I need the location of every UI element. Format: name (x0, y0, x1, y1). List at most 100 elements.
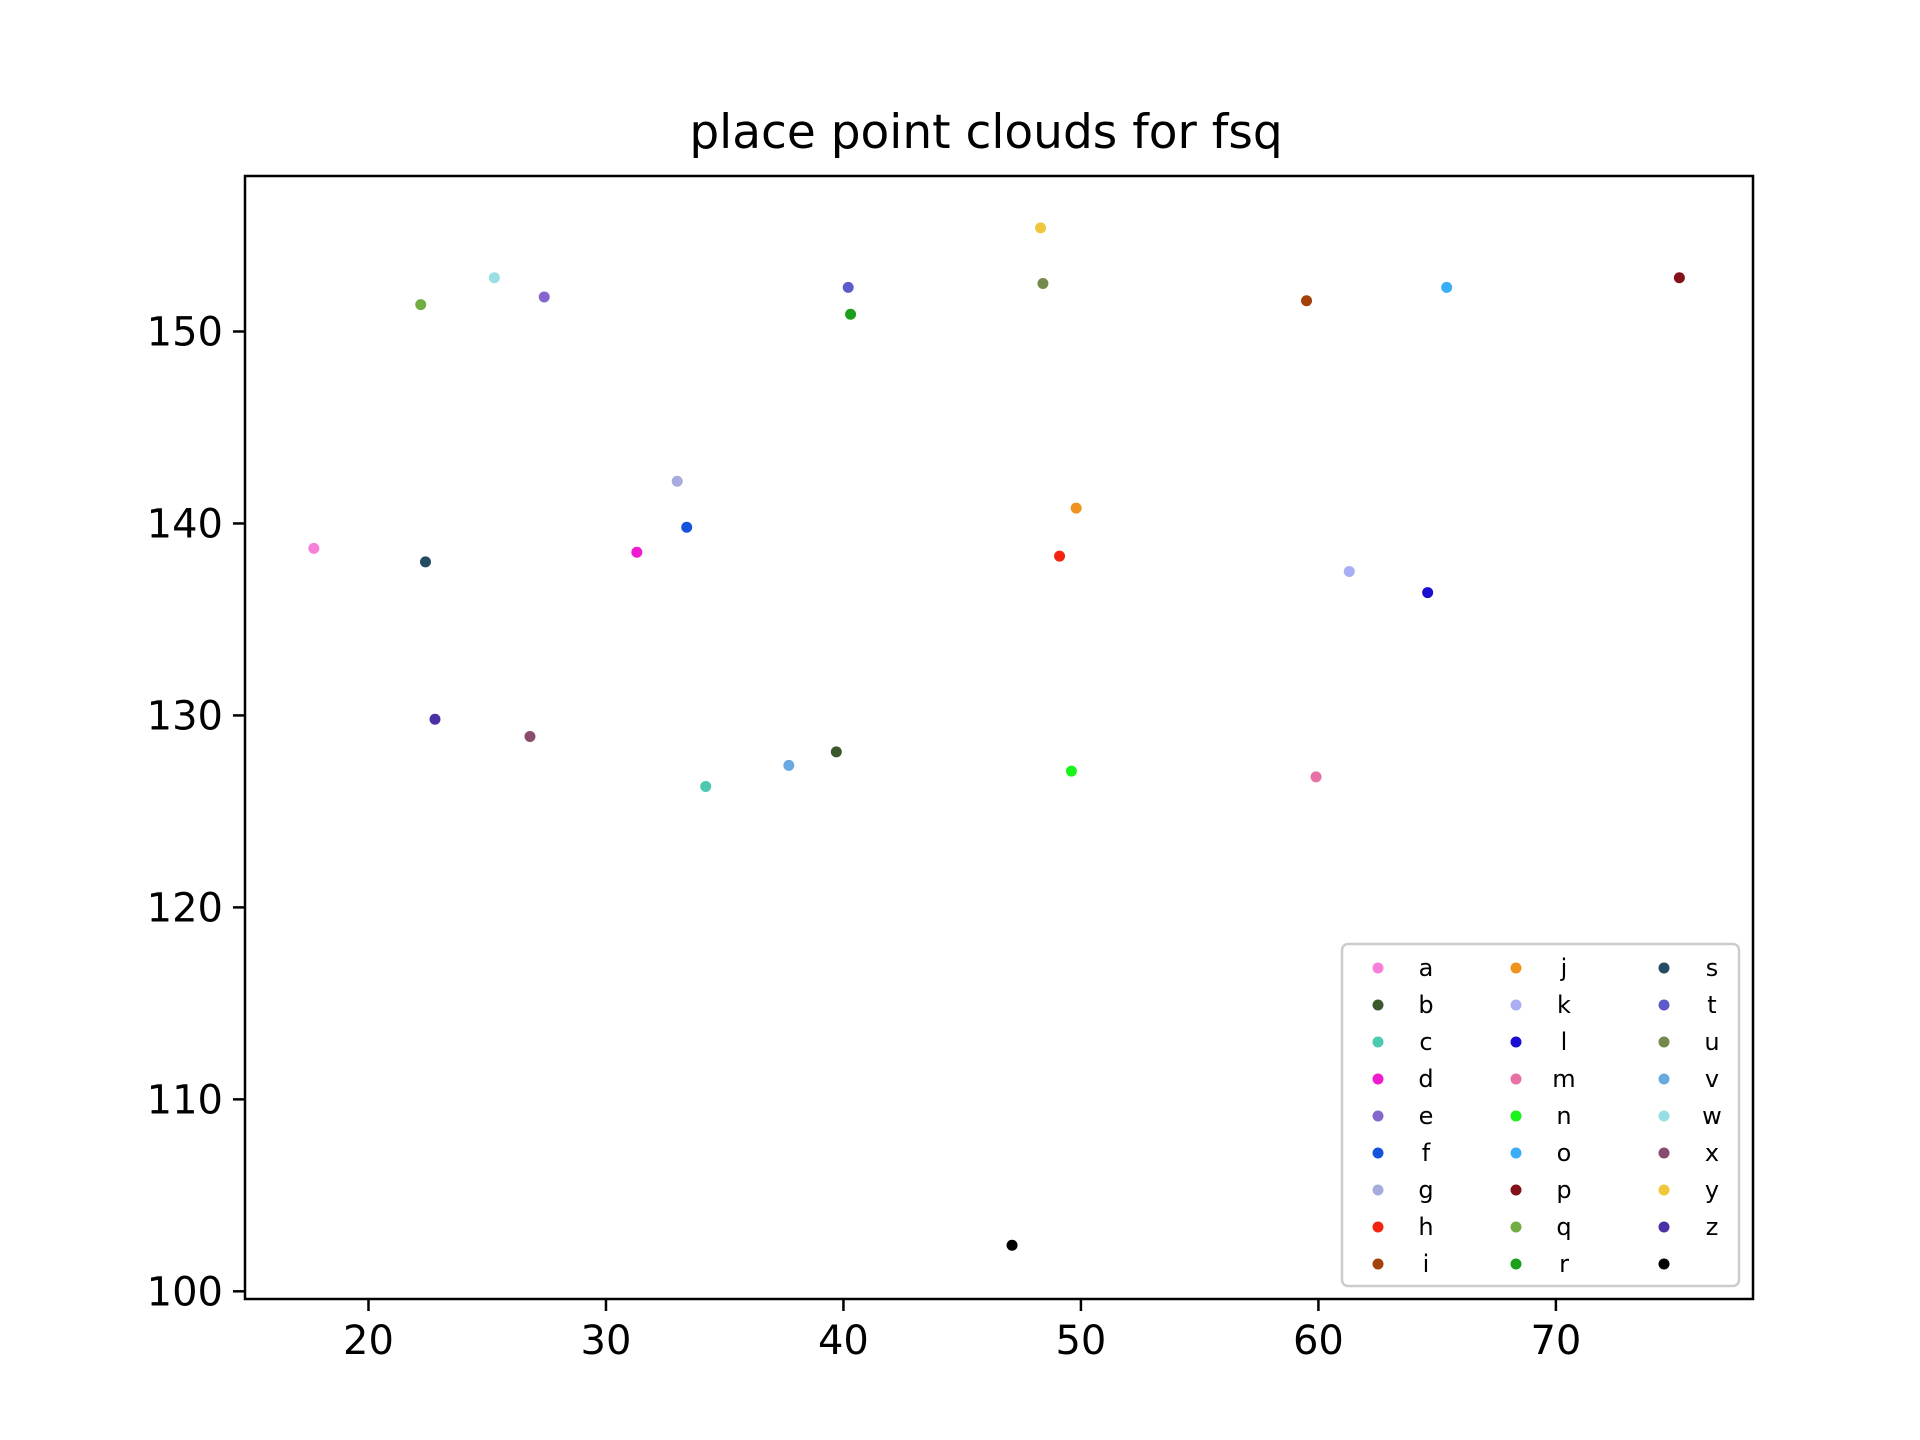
legend-marker (1372, 1110, 1384, 1122)
x-tick-label: 60 (1293, 1318, 1344, 1364)
data-point-unlabeled (1006, 1239, 1018, 1251)
data-point-s (419, 556, 431, 568)
y-tick-label: 130 (147, 693, 223, 739)
legend-label: u (1704, 1028, 1719, 1056)
legend-marker (1658, 1221, 1670, 1233)
legend-label: z (1706, 1213, 1719, 1241)
legend-label: s (1706, 954, 1719, 982)
y-tick-label: 140 (147, 501, 223, 547)
y-axis: 100 110 120 130 140 150 (147, 309, 245, 1315)
legend-label: a (1419, 954, 1434, 982)
legend-marker (1372, 962, 1384, 974)
legend-label: m (1552, 1065, 1575, 1093)
data-point-q (415, 299, 427, 311)
legend-label: e (1419, 1102, 1434, 1130)
legend-marker (1510, 962, 1522, 974)
data-point-c (700, 780, 712, 792)
legend-label: f (1422, 1139, 1431, 1167)
legend-marker (1372, 1036, 1384, 1048)
legend-marker (1510, 1036, 1522, 1048)
legend-marker (1510, 1110, 1522, 1122)
data-point-p (1673, 272, 1685, 284)
legend-label: x (1705, 1139, 1719, 1167)
legend-marker (1658, 1110, 1670, 1122)
data-point-o (1441, 281, 1453, 293)
legend-marker (1510, 1073, 1522, 1085)
legend-marker (1658, 1036, 1670, 1048)
data-point-e (538, 291, 550, 303)
legend-label: r (1559, 1250, 1569, 1278)
legend-marker (1658, 1073, 1670, 1085)
legend-box (1340, 942, 1741, 1288)
legend-marker (1658, 999, 1670, 1011)
legend-label: v (1705, 1065, 1719, 1093)
y-tick-label: 110 (147, 1077, 223, 1123)
data-point-a (308, 542, 320, 554)
legend-label: o (1557, 1139, 1572, 1167)
data-point-r (845, 308, 857, 320)
data-point-u (1037, 278, 1049, 290)
data-point-d (631, 546, 643, 558)
chart-title: place point clouds for fsq (689, 105, 1282, 160)
legend-label: c (1419, 1028, 1432, 1056)
legend-marker (1372, 1147, 1384, 1159)
legend-marker (1510, 1147, 1522, 1159)
legend-label: n (1556, 1102, 1571, 1130)
legend-marker (1372, 1184, 1384, 1196)
data-point-j (1070, 502, 1082, 514)
data-point-l (1422, 587, 1434, 599)
legend-label: q (1556, 1213, 1571, 1241)
legend-marker (1372, 1258, 1384, 1270)
legend-marker (1510, 1184, 1522, 1196)
plot-area (243, 174, 1755, 1301)
legend-marker (1510, 999, 1522, 1011)
x-tick-label: 20 (343, 1318, 394, 1364)
data-point-m (1310, 771, 1322, 783)
data-point-n (1065, 765, 1077, 777)
data-point-w (488, 272, 500, 284)
data-points (308, 222, 1685, 1251)
legend-label: g (1418, 1176, 1433, 1204)
legend-marker (1372, 1221, 1384, 1233)
legend-marker (1510, 1258, 1522, 1270)
x-tick-label: 30 (581, 1318, 632, 1364)
legend-label: w (1702, 1102, 1722, 1130)
legend-label: k (1557, 991, 1571, 1019)
legend-marker (1658, 962, 1670, 974)
legend-marker (1372, 999, 1384, 1011)
x-tick-label: 50 (1055, 1318, 1106, 1364)
data-point-k (1343, 565, 1355, 577)
legend-marker (1510, 1221, 1522, 1233)
legend-marker (1658, 1258, 1670, 1270)
legend-marker (1658, 1184, 1670, 1196)
y-tick-label: 100 (147, 1269, 223, 1315)
legend-label: b (1418, 991, 1433, 1019)
x-tick-label: 40 (818, 1318, 869, 1364)
data-point-b (830, 746, 842, 758)
data-point-h (1054, 550, 1066, 562)
legend-label: h (1418, 1213, 1433, 1241)
legend-label: j (1560, 954, 1568, 982)
legend-label: p (1556, 1176, 1571, 1204)
data-point-x (524, 731, 536, 743)
data-point-z (429, 713, 441, 725)
legend-label: d (1418, 1065, 1433, 1093)
data-point-g (671, 475, 683, 487)
legend-marker (1658, 1147, 1670, 1159)
x-tick-label: 70 (1530, 1318, 1581, 1364)
legend-label: l (1561, 1028, 1568, 1056)
data-point-f (681, 521, 693, 533)
y-tick-label: 120 (147, 885, 223, 931)
data-point-t (842, 281, 854, 293)
x-axis: 20 30 40 50 60 70 (343, 1299, 1581, 1364)
y-tick-label: 150 (147, 309, 223, 355)
legend-label: i (1423, 1250, 1430, 1278)
legend-label: t (1707, 991, 1716, 1019)
data-point-i (1301, 295, 1313, 307)
legend-marker (1372, 1073, 1384, 1085)
data-point-y (1035, 222, 1047, 234)
data-point-v (783, 759, 795, 771)
legend-label: y (1705, 1176, 1719, 1204)
